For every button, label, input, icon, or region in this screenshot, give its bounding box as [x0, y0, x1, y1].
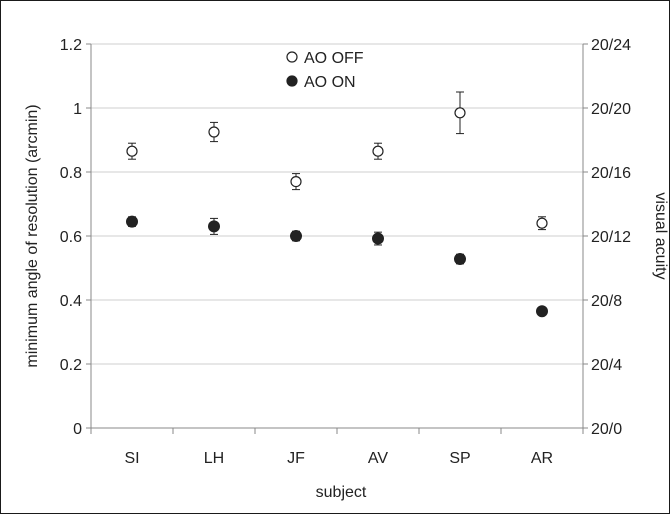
y2-tick-label: 20/16: [591, 165, 631, 182]
y-axis-title: minimum angle of resolution (arcmin): [24, 104, 41, 367]
data-point-ao-off: [372, 145, 384, 157]
x-tick-label: AR: [531, 450, 553, 467]
legend-label: AO OFF: [304, 50, 364, 67]
data-point-ao-on: [454, 253, 466, 266]
y-tick-label: 1: [73, 101, 82, 118]
x-tick-label: LH: [204, 450, 224, 467]
legend-marker-ao-on: [286, 75, 298, 87]
y-tick-label: 0: [73, 421, 82, 438]
y-tick-label: 1.2: [60, 37, 82, 54]
x-tick-label: JF: [287, 450, 305, 467]
legend-label: AO ON: [304, 74, 356, 91]
y2-tick-label: 20/0: [591, 421, 622, 438]
x-tick-label: AV: [368, 450, 388, 467]
y-tick-label: 0.4: [60, 293, 82, 310]
y-tick-label: 0.8: [60, 165, 82, 182]
data-point-ao-on: [126, 215, 138, 228]
data-point-ao-off: [126, 145, 138, 157]
x-tick-label: SI: [124, 450, 139, 467]
data-point-ao-off: [208, 126, 220, 138]
x-tick-label: SP: [449, 450, 470, 467]
data-point-ao-off: [454, 107, 466, 119]
data-point-ao-off: [536, 217, 548, 229]
y2-axis-title: visual acuity: [652, 192, 669, 279]
data-point-ao-off: [290, 176, 302, 188]
y-tick-label: 0.2: [60, 357, 82, 374]
y-tick-label: 0.6: [60, 229, 82, 246]
data-point-ao-on: [290, 230, 302, 242]
data-point-ao-on: [536, 305, 548, 318]
legend-marker-ao-off: [286, 51, 298, 63]
y2-tick-label: 20/12: [591, 229, 631, 246]
x-axis-title: subject: [316, 484, 367, 501]
data-point-ao-on: [208, 220, 220, 233]
y2-tick-label: 20/8: [591, 293, 622, 310]
y2-tick-label: 20/20: [591, 101, 631, 118]
y2-tick-label: 20/24: [591, 37, 631, 54]
data-point-ao-on: [372, 232, 384, 245]
y2-tick-label: 20/4: [591, 357, 622, 374]
